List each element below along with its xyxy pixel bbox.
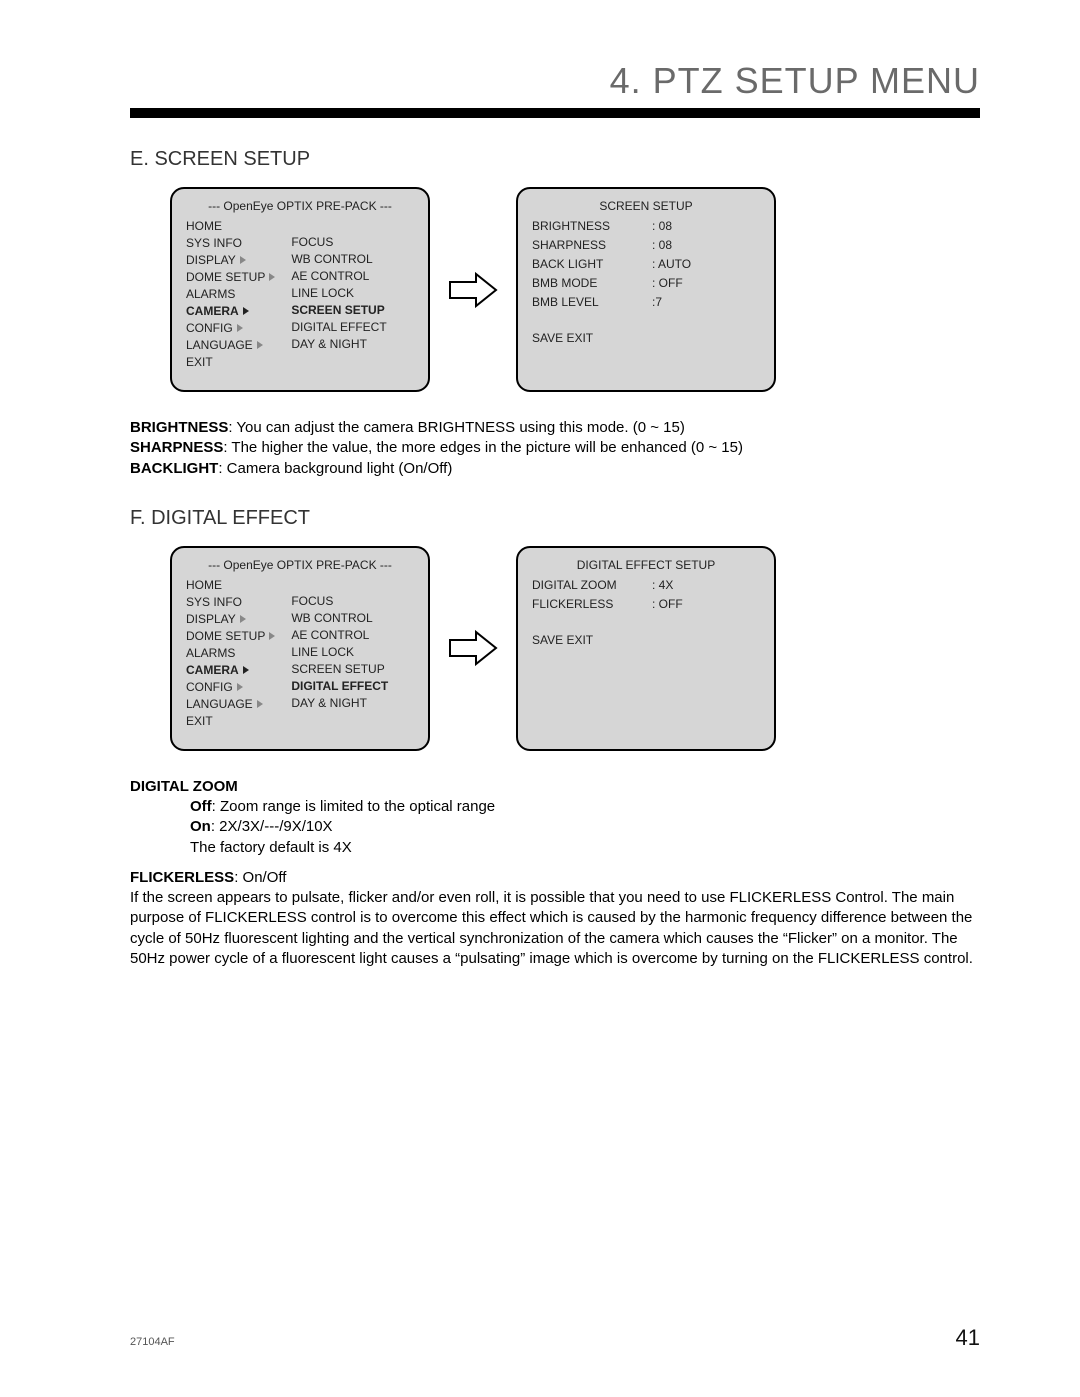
setup-row: BMB LEVEL:7	[532, 295, 760, 309]
chevron-right-icon	[243, 307, 249, 315]
menu-item: ALARMS	[186, 287, 275, 301]
menu-item: EXIT	[186, 714, 275, 728]
main-menu-panel-e: --- OpenEye OPTIX PRE-PACK --- HOME SYS I…	[170, 187, 430, 392]
menu-item: CONFIG	[186, 321, 275, 335]
dz-off-text: : Zoom range is limited to the optical r…	[212, 798, 495, 815]
submenu-item: SCREEN SETUP	[291, 303, 386, 317]
chevron-right-icon	[240, 615, 246, 623]
brightness-text: : You can adjust the camera BRIGHTNESS u…	[228, 419, 684, 436]
section-f-heading: F. DIGITAL EFFECT	[130, 507, 980, 530]
sharpness-label: SHARPNESS	[130, 439, 223, 456]
setup-row: FLICKERLESS: OFF	[532, 597, 760, 611]
menu-item: EXIT	[186, 355, 275, 369]
submenu-item: WB CONTROL	[291, 611, 388, 625]
menu-item: CONFIG	[186, 680, 275, 694]
save-exit: SAVE EXIT	[532, 331, 760, 345]
menu-item: SYS INFO	[186, 595, 275, 609]
submenu-item: AE CONTROL	[291, 269, 386, 283]
section-f-description: DIGITAL ZOOM Off: Zoom range is limited …	[130, 777, 980, 969]
sharpness-text: : The higher the value, the more edges i…	[223, 439, 743, 456]
menu-item: LANGUAGE	[186, 338, 275, 352]
submenu-item: FOCUS	[291, 235, 386, 249]
chevron-right-icon	[269, 632, 275, 640]
menu-item: DOME SETUP	[186, 270, 275, 284]
section-e-description: BRIGHTNESS: You can adjust the camera BR…	[130, 418, 980, 479]
title-underline	[130, 108, 980, 118]
brightness-label: BRIGHTNESS	[130, 419, 228, 436]
flickerless-text: : On/Off	[234, 869, 286, 886]
submenu-item: LINE LOCK	[291, 645, 388, 659]
digital-zoom-label: DIGITAL ZOOM	[130, 778, 238, 795]
dz-on-label: On	[190, 818, 211, 835]
submenu-item: LINE LOCK	[291, 286, 386, 300]
setup-row: BRIGHTNESS: 08	[532, 219, 760, 233]
menu-item: DISPLAY	[186, 612, 275, 626]
panel-title: --- OpenEye OPTIX PRE-PACK ---	[186, 558, 414, 572]
setup-row: DIGITAL ZOOM: 4X	[532, 578, 760, 592]
panel-title: --- OpenEye OPTIX PRE-PACK ---	[186, 199, 414, 213]
dz-off-label: Off	[190, 798, 212, 815]
menu-item: HOME	[186, 578, 275, 592]
flickerless-paragraph: If the screen appears to pulsate, flicke…	[130, 888, 980, 969]
arrow-right-icon	[448, 628, 498, 668]
setup-row: BACK LIGHT: AUTO	[532, 257, 760, 271]
chevron-right-icon	[237, 324, 243, 332]
chevron-right-icon	[243, 666, 249, 674]
setup-row: SHARPNESS: 08	[532, 238, 760, 252]
menu-item: LANGUAGE	[186, 697, 275, 711]
backlight-text: : Camera background light (On/Off)	[218, 460, 452, 477]
menu-item: CAMERA	[186, 663, 275, 677]
section-f-diagram: --- OpenEye OPTIX PRE-PACK --- HOME SYS I…	[170, 546, 980, 751]
digital-effect-panel: DIGITAL EFFECT SETUP DIGITAL ZOOM: 4X FLI…	[516, 546, 776, 751]
save-exit: SAVE EXIT	[532, 633, 760, 647]
panel-title: DIGITAL EFFECT SETUP	[532, 558, 760, 572]
chevron-right-icon	[240, 256, 246, 264]
submenu-item: SCREEN SETUP	[291, 662, 388, 676]
menu-item: SYS INFO	[186, 236, 275, 250]
arrow-right-icon	[448, 270, 498, 310]
page-number: 41	[956, 1325, 980, 1351]
chevron-right-icon	[269, 273, 275, 281]
chevron-right-icon	[257, 700, 263, 708]
menu-item: ALARMS	[186, 646, 275, 660]
menu-item: DISPLAY	[186, 253, 275, 267]
chapter-title: 4. PTZ SETUP MENU	[130, 60, 980, 102]
flickerless-label: FLICKERLESS	[130, 869, 234, 886]
submenu-item: AE CONTROL	[291, 628, 388, 642]
submenu-item: FOCUS	[291, 594, 388, 608]
section-e-diagram: --- OpenEye OPTIX PRE-PACK --- HOME SYS I…	[170, 187, 980, 392]
chevron-right-icon	[257, 341, 263, 349]
section-e-heading: E. SCREEN SETUP	[130, 148, 980, 171]
menu-item: HOME	[186, 219, 275, 233]
menu-item: CAMERA	[186, 304, 275, 318]
submenu-item: DAY & NIGHT	[291, 696, 388, 710]
submenu-item: DIGITAL EFFECT	[291, 679, 388, 693]
document-code: 27104AF	[130, 1336, 175, 1348]
dz-on-text: : 2X/3X/---/9X/10X	[211, 818, 333, 835]
main-menu-panel-f: --- OpenEye OPTIX PRE-PACK --- HOME SYS I…	[170, 546, 430, 751]
submenu-item: DIGITAL EFFECT	[291, 320, 386, 334]
dz-default: The factory default is 4X	[190, 839, 352, 856]
panel-title: SCREEN SETUP	[532, 199, 760, 213]
submenu-item: WB CONTROL	[291, 252, 386, 266]
screen-setup-panel: SCREEN SETUP BRIGHTNESS: 08 SHARPNESS: 08…	[516, 187, 776, 392]
chevron-right-icon	[237, 683, 243, 691]
menu-item: DOME SETUP	[186, 629, 275, 643]
setup-row: BMB MODE: OFF	[532, 276, 760, 290]
backlight-label: BACKLIGHT	[130, 460, 218, 477]
submenu-item: DAY & NIGHT	[291, 337, 386, 351]
